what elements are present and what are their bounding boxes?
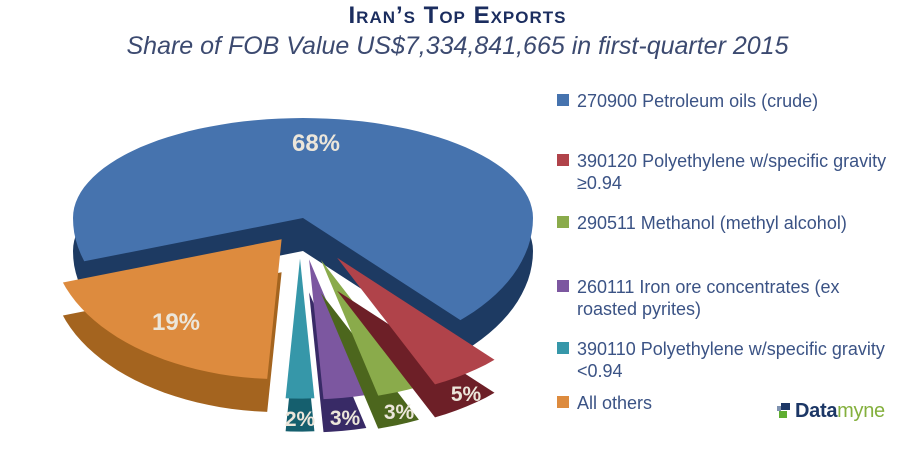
legend-item-4: 390110 Polyethylene w/specific gravity <…: [557, 338, 887, 382]
pie-data-label-4: 2%: [285, 408, 316, 431]
pie-data-label-1: 5%: [451, 383, 482, 406]
datamyne-logo: Datamyne: [777, 400, 885, 423]
legend-swatch-5: [557, 396, 569, 408]
legend-swatch-2: [557, 216, 569, 228]
legend-label-2: 290511 Methanol (methyl alcohol): [577, 213, 847, 233]
datamyne-logo-text: Datamyne: [795, 400, 885, 423]
pie-chart-svg: 68% 19% 2% 3% 3% 5%: [62, 118, 533, 433]
legend-item-3: 260111 Iron ore concentrates (ex roasted…: [557, 276, 887, 320]
pie-data-label-2: 3%: [384, 401, 415, 424]
legend-label-1: 390120 Polyethylene w/specific gravity ≥…: [577, 151, 887, 193]
chart-title: Iran’s Top Exports: [348, 2, 567, 29]
legend-label-0: 270900 Petroleum oils (crude): [577, 91, 819, 111]
legend-item-1: 390120 Polyethylene w/specific gravity ≥…: [557, 150, 887, 194]
pie-data-label-0: 68%: [292, 130, 340, 157]
pie-chart: 68% 19% 2% 3% 3% 5%: [38, 80, 562, 459]
legend-item-2: 290511 Methanol (methyl alcohol): [557, 212, 847, 234]
legend-swatch-4: [557, 342, 569, 354]
logo-word-data: Data: [795, 400, 838, 422]
pie-slice-5: [62, 239, 282, 379]
legend-label-3: 260111 Iron ore concentrates (ex roasted…: [577, 277, 840, 319]
logo-word-myne: myne: [837, 400, 885, 422]
legend-swatch-1: [557, 154, 569, 166]
legend-label-5: All others: [577, 393, 653, 413]
pie-slice-0: [73, 118, 533, 321]
chart-legend: 270900 Petroleum oils (crude) 390120 Poly…: [557, 0, 887, 459]
legend-label-4: 390110 Polyethylene w/specific gravity <…: [577, 339, 885, 381]
legend-item-5: All others: [557, 392, 652, 414]
legend-swatch-3: [557, 280, 569, 292]
pie-data-label-3: 3%: [330, 407, 361, 430]
legend-swatch-0: [557, 94, 569, 106]
datamyne-logo-icon: [777, 403, 790, 418]
legend-item-0: 270900 Petroleum oils (crude): [557, 90, 818, 112]
pie-data-label-5: 19%: [152, 309, 200, 336]
chart-subtitle: Share of FOB Value US$7,334,841,665 in f…: [126, 32, 789, 60]
pie-slice-1: [337, 257, 495, 385]
pie-slice-4: [285, 258, 315, 399]
